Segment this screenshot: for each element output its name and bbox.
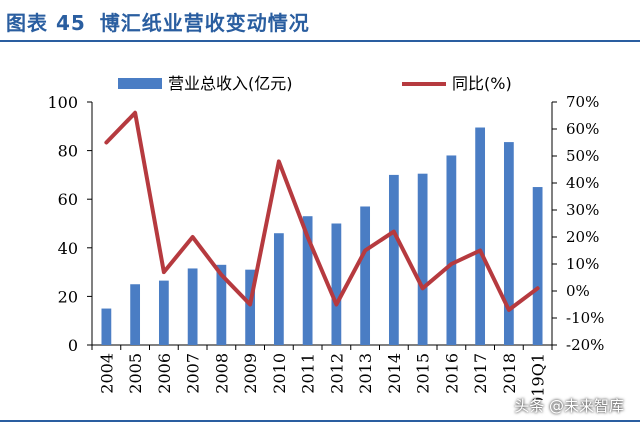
y-left-tick-label: 60 (58, 190, 78, 209)
x-tick-label: 2019Q1 (529, 353, 548, 400)
bar (302, 216, 313, 345)
y-right-tick-label: 60% (566, 120, 599, 138)
legend-bar-swatch (118, 78, 162, 89)
x-tick-label: 2005 (126, 353, 145, 394)
chart-title-bar: 图表 45 博汇纸业营收变动情况 (6, 4, 634, 38)
y-left-tick-label: 80 (58, 142, 78, 161)
x-tick-label: 2015 (414, 353, 433, 394)
x-tick-label: 2007 (184, 353, 203, 394)
bottom-divider (0, 420, 640, 422)
legend-bar-label: 营业总收入(亿元) (168, 74, 293, 93)
y-right-tick-label: 70% (566, 93, 599, 111)
bar (130, 284, 141, 345)
x-tick-label: 2016 (442, 353, 461, 394)
bar (388, 174, 399, 345)
x-tick-label: 2013 (356, 353, 375, 394)
x-tick-label: 2010 (270, 353, 289, 394)
x-tick-label: 2014 (385, 353, 404, 394)
bar (245, 269, 256, 345)
revenue-chart: 营业总收入(亿元) 同比(%) 0 20 40 60 80 100 -20% -10% 0% 10% 2… (47, 74, 604, 400)
y-right-tick-label: -10% (566, 309, 604, 327)
title-divider (0, 40, 640, 42)
x-tick-label: 2012 (327, 353, 346, 394)
bar (158, 280, 169, 345)
x-tick-label: 2018 (500, 353, 519, 394)
watermark: 头条 @未来智库 (514, 397, 624, 415)
x-tick-label: 2004 (97, 353, 116, 394)
bar (101, 308, 112, 345)
bar (360, 206, 371, 345)
bar (273, 233, 284, 345)
y-right-tick-label: 40% (566, 174, 599, 192)
bar (446, 155, 457, 345)
y-left-tick-label: 0 (68, 336, 78, 355)
y-right-tick-label: 0% (566, 282, 590, 300)
bar (532, 187, 543, 345)
y-left-tick-label: 100 (47, 93, 78, 112)
legend-line-label: 同比(%) (452, 74, 512, 93)
bar (475, 127, 486, 345)
x-tick-label: 2011 (299, 353, 318, 394)
y-left-tick-label: 40 (58, 239, 78, 258)
y-left-tick-label: 20 (58, 287, 78, 306)
chart-title: 博汇纸业营收变动情况 (99, 10, 310, 35)
y-right-tick-label: 30% (566, 201, 599, 219)
bar (216, 264, 227, 345)
bar (331, 223, 342, 345)
bar (187, 268, 198, 345)
x-tick-label: 2008 (212, 353, 231, 394)
y-right-tick-label: 20% (566, 228, 599, 246)
y-right-tick-label: 50% (566, 147, 599, 165)
x-tick-label: 2009 (241, 353, 260, 394)
y-right-tick-label: -20% (566, 336, 604, 354)
x-tick-label: 2006 (155, 353, 174, 394)
bar (417, 173, 428, 345)
figure-label: 图表 45 (6, 10, 86, 35)
yoy-line (104, 110, 540, 312)
bar (503, 142, 514, 345)
y-right-tick-label: 10% (566, 255, 599, 273)
x-tick-label: 2017 (471, 353, 490, 394)
